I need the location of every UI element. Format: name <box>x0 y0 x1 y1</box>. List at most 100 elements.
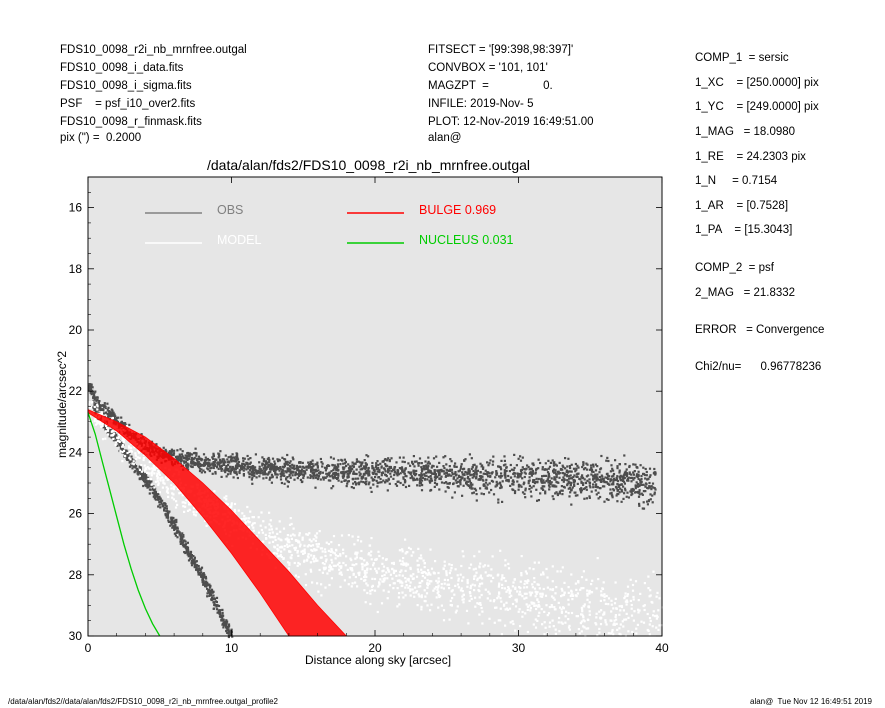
data-point-obs <box>172 516 175 520</box>
data-point-obs <box>599 467 603 470</box>
data-point-obs <box>104 428 107 431</box>
data-point-obs <box>625 472 629 475</box>
data-point-model <box>405 551 408 554</box>
data-point-obs <box>209 586 212 589</box>
data-point-obs <box>472 491 475 494</box>
data-point-obs <box>644 485 647 488</box>
data-point-model <box>428 582 431 585</box>
data-point-obs <box>104 405 107 408</box>
data-point-obs <box>588 481 591 484</box>
data-point-obs <box>639 464 642 467</box>
data-point-model <box>404 580 407 583</box>
data-point-model <box>419 585 422 588</box>
data-point-obs <box>365 480 368 483</box>
data-point-obs <box>200 468 203 471</box>
data-point-obs <box>160 502 163 505</box>
data-point-obs <box>169 524 172 527</box>
data-point-obs <box>499 466 502 469</box>
data-point-model <box>597 578 600 581</box>
data-point-obs <box>293 478 296 481</box>
header-center-line: INFILE: 2019-Nov- 5 <box>428 98 534 110</box>
data-point-model <box>459 589 462 592</box>
data-point-model <box>339 554 342 557</box>
data-point-model <box>631 583 635 587</box>
data-point-obs <box>607 459 610 463</box>
data-point-obs <box>479 487 482 490</box>
data-point-obs <box>471 492 474 495</box>
data-point-obs <box>163 509 166 512</box>
data-point-obs <box>314 476 318 479</box>
data-point-model <box>334 554 338 557</box>
data-point-obs <box>328 464 331 467</box>
data-point-obs <box>563 472 566 475</box>
data-point-obs <box>545 474 548 477</box>
data-point-model <box>557 621 560 624</box>
data-point-model <box>241 512 244 515</box>
data-point-model <box>420 608 423 611</box>
data-point-obs <box>429 481 432 484</box>
data-point-model <box>310 570 313 573</box>
data-point-obs <box>257 471 260 474</box>
data-point-obs <box>262 458 266 461</box>
data-point-model <box>468 599 471 602</box>
data-point-obs <box>486 471 489 474</box>
data-point-obs <box>635 481 638 484</box>
data-point-model <box>251 522 255 525</box>
data-point-obs <box>448 465 451 468</box>
data-point-model <box>571 598 574 601</box>
data-point-model <box>581 613 584 616</box>
data-point-obs <box>582 483 585 486</box>
data-point-model <box>532 568 535 571</box>
data-point-obs <box>205 584 208 587</box>
data-point-model <box>271 531 274 534</box>
data-point-obs <box>420 466 423 469</box>
data-point-obs <box>642 490 645 493</box>
data-point-obs <box>211 456 214 459</box>
data-point-model <box>564 621 567 624</box>
data-point-model <box>283 545 286 548</box>
data-point-obs <box>175 520 178 524</box>
data-point-model <box>131 462 134 465</box>
data-point-model <box>350 559 353 562</box>
data-point-model <box>448 587 451 590</box>
data-point-obs <box>259 470 262 473</box>
data-point-obs <box>336 472 340 475</box>
data-point-obs <box>216 611 219 614</box>
data-point-obs <box>217 461 220 464</box>
data-point-model <box>492 576 495 579</box>
data-point-obs <box>226 458 229 461</box>
data-point-obs <box>185 551 189 554</box>
data-point-obs <box>346 475 349 478</box>
data-point-obs <box>352 486 355 490</box>
data-point-obs <box>567 487 570 490</box>
data-point-model <box>374 558 377 561</box>
data-point-obs <box>153 497 156 500</box>
data-point-model <box>437 586 440 589</box>
data-point-obs <box>351 461 354 464</box>
data-point-model <box>481 582 484 585</box>
data-point-obs <box>401 469 404 473</box>
data-point-obs <box>427 456 430 459</box>
data-point-model <box>613 619 616 622</box>
data-point-model <box>367 553 370 556</box>
data-point-obs <box>166 510 169 513</box>
data-point-obs <box>187 464 190 467</box>
data-point-obs <box>89 386 92 389</box>
data-point-model <box>600 609 603 612</box>
data-point-obs <box>528 468 531 471</box>
data-point-obs <box>616 467 619 470</box>
data-point-model <box>473 584 477 587</box>
data-point-obs <box>449 458 452 461</box>
data-point-model <box>270 525 273 528</box>
data-point-obs <box>100 404 103 407</box>
data-point-obs <box>92 392 95 395</box>
data-point-obs <box>595 493 598 496</box>
data-point-model <box>490 580 493 583</box>
data-point-obs <box>206 592 209 595</box>
data-point-obs <box>247 471 250 474</box>
data-point-model <box>345 555 348 558</box>
data-point-model <box>435 586 438 589</box>
data-point-model <box>552 625 555 628</box>
data-point-obs <box>565 473 569 477</box>
data-point-obs <box>576 464 579 467</box>
